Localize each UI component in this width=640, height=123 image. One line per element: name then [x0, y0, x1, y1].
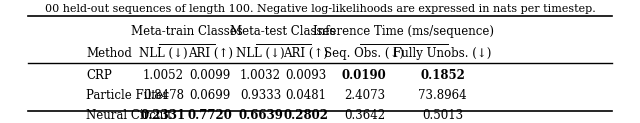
- Text: 0.5013: 0.5013: [422, 109, 463, 122]
- Text: Particle Filter: Particle Filter: [86, 89, 169, 102]
- Text: 2.4073: 2.4073: [344, 89, 385, 102]
- Text: 0.0699: 0.0699: [189, 89, 231, 102]
- Text: 0.0190: 0.0190: [342, 69, 387, 82]
- Text: Fully Unobs. (↓): Fully Unobs. (↓): [394, 47, 492, 60]
- Text: ARI (↑): ARI (↑): [188, 47, 233, 60]
- Text: 0.2331: 0.2331: [141, 109, 186, 122]
- Text: Meta-train Classes: Meta-train Classes: [131, 25, 243, 38]
- Text: Method: Method: [86, 47, 132, 60]
- Text: 0.0481: 0.0481: [285, 89, 326, 102]
- Text: Inference Time (ms/sequence): Inference Time (ms/sequence): [313, 25, 494, 38]
- Text: NLL (↓): NLL (↓): [236, 47, 285, 60]
- Text: 0.0093: 0.0093: [285, 69, 326, 82]
- Text: Seq. Obs. (↓): Seq. Obs. (↓): [324, 47, 404, 60]
- Text: 00 held-out sequences of length 100. Negative log-likelihoods are expressed in n: 00 held-out sequences of length 100. Neg…: [45, 4, 595, 14]
- Text: 1.0052: 1.0052: [143, 69, 184, 82]
- Text: 0.1852: 0.1852: [420, 69, 465, 82]
- Text: 0.6639: 0.6639: [238, 109, 283, 122]
- Text: 0.8478: 0.8478: [143, 89, 184, 102]
- Text: 1.0032: 1.0032: [240, 69, 281, 82]
- Text: Neural Circuit: Neural Circuit: [86, 109, 172, 122]
- Text: 0.7720: 0.7720: [188, 109, 233, 122]
- Text: ARI (↑): ARI (↑): [284, 47, 328, 60]
- Text: NLL (↓): NLL (↓): [140, 47, 188, 60]
- Text: 73.8964: 73.8964: [419, 89, 467, 102]
- Text: 0.0099: 0.0099: [189, 69, 231, 82]
- Text: 0.2802: 0.2802: [284, 109, 328, 122]
- Text: Meta-test Classes: Meta-test Classes: [230, 25, 336, 38]
- Text: 0.3642: 0.3642: [344, 109, 385, 122]
- Text: CRP: CRP: [86, 69, 112, 82]
- Text: 0.9333: 0.9333: [240, 89, 281, 102]
